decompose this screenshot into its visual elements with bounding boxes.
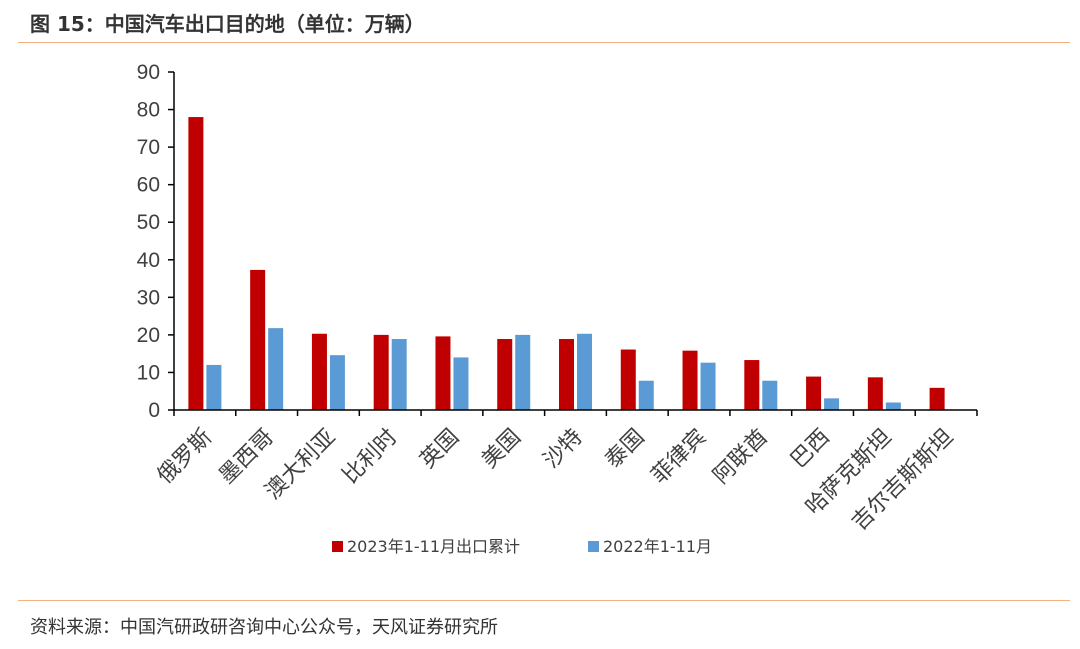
y-tick-label: 30 (137, 286, 160, 309)
x-category-label: 比利时 (338, 425, 402, 489)
bar-series2 (762, 380, 778, 410)
bar-series1 (806, 376, 822, 410)
bar-series2 (700, 362, 716, 410)
x-category-label: 菲律宾 (647, 425, 711, 489)
bar-series2 (329, 355, 345, 410)
bar-series2 (391, 339, 407, 410)
bar-series2 (577, 333, 592, 410)
title-divider (18, 42, 1070, 43)
y-tick-label: 0 (148, 399, 160, 422)
y-tick-label: 90 (137, 61, 160, 84)
bar-series2 (206, 364, 222, 410)
y-tick-label: 80 (137, 99, 160, 122)
bar-series1 (497, 339, 513, 410)
legend-label: 2023年1-11月出口累计 (347, 537, 520, 556)
bar-series1 (929, 387, 945, 410)
y-tick-label: 20 (137, 324, 160, 347)
bar-series1 (682, 350, 698, 410)
bar-series2 (268, 328, 284, 410)
figure-title: 图 15：中国汽车出口目的地（单位：万辆） (30, 12, 425, 36)
bar-series1 (188, 117, 204, 411)
bar-series2 (515, 334, 531, 410)
bar-series1 (250, 269, 266, 410)
source-divider (18, 600, 1070, 601)
y-tick-label: 10 (137, 361, 160, 384)
x-category-label: 沙特 (539, 425, 588, 474)
x-category-label: 巴西 (786, 425, 835, 474)
legend: 2023年1-11月出口累计 2022年1-11月 (332, 537, 712, 556)
x-category-label: 美国 (477, 425, 526, 474)
bar-series2 (885, 402, 901, 410)
bar-chart: 0 10 20 30 40 50 60 70 80 90 俄罗斯墨西哥澳大利亚比利时 英国 美国 沙特泰… (137, 61, 978, 556)
legend-label: 2022年1-11月 (603, 537, 712, 556)
bar-series1 (744, 360, 760, 410)
bar-series1 (620, 349, 636, 410)
bar-series2 (453, 357, 469, 410)
y-tick-label: 40 (137, 249, 160, 272)
x-category-label: 阿联酋 (709, 425, 773, 489)
bar-series1 (373, 334, 389, 410)
bar-series1 (311, 333, 327, 410)
x-category-label: 英国 (415, 425, 464, 474)
y-tick-label: 60 (137, 174, 160, 197)
bars (188, 117, 945, 411)
y-axis-ticks: 0 10 20 30 40 50 60 70 80 90 (137, 61, 174, 422)
axes (173, 72, 978, 416)
x-category-label: 泰国 (601, 425, 650, 474)
y-tick-label: 50 (137, 211, 160, 234)
bar-series2 (638, 380, 654, 410)
bar-series1 (435, 336, 451, 410)
y-tick-label: 70 (137, 136, 160, 159)
legend-swatch (588, 541, 599, 552)
bar-series2 (824, 398, 840, 410)
legend-swatch (332, 541, 343, 552)
source-note: 资料来源：中国汽研政研咨询中心公众号，天风证券研究所 (30, 617, 498, 638)
bar-series1 (559, 339, 574, 410)
bar-series1 (867, 377, 883, 410)
x-category-label: 俄罗斯 (153, 425, 217, 489)
